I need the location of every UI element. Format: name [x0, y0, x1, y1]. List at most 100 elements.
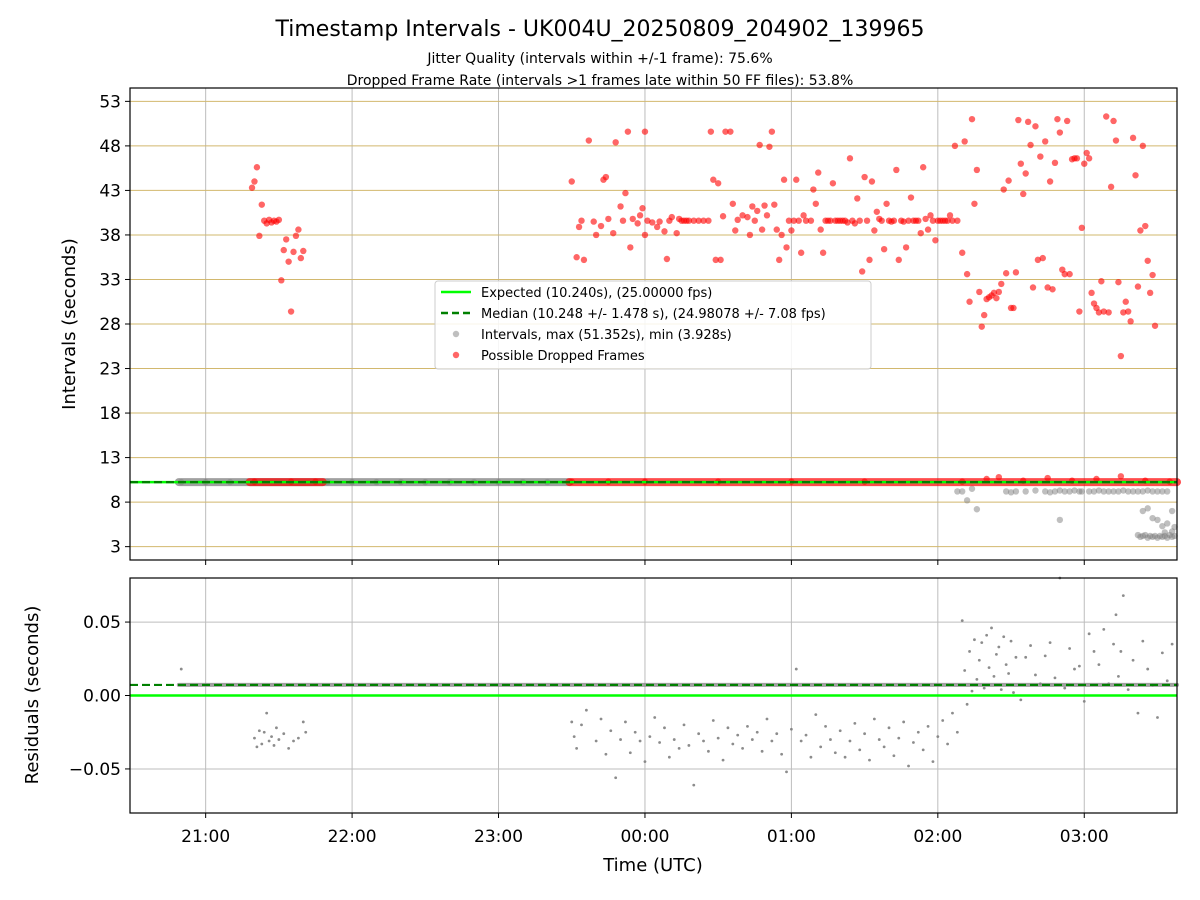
- intervals-dropped-point: [1044, 284, 1051, 291]
- intervals-dropped-point: [1083, 149, 1090, 157]
- intervals-dropped-point: [1144, 257, 1151, 264]
- intervals-dropped-point: [1139, 142, 1147, 150]
- residuals-residual-point: [1156, 716, 1159, 719]
- residuals-residual-point: [179, 667, 183, 671]
- residuals-residual-point: [829, 738, 832, 741]
- residuals-residual-point: [697, 732, 701, 736]
- x-tick-label: 02:00: [913, 827, 962, 847]
- intervals-interval-point: [1115, 488, 1122, 495]
- residuals-residual-point: [897, 736, 901, 740]
- intervals-dropped-point: [773, 226, 780, 233]
- intervals-dropped-point: [1039, 254, 1046, 262]
- residuals-residual-point: [926, 724, 930, 728]
- intervals-dropped-point: [612, 139, 619, 146]
- intervals-dropped-point: [617, 203, 624, 210]
- intervals-dropped-point: [1027, 141, 1034, 149]
- intervals-dropped-point: [954, 217, 961, 224]
- intervals-interval-point: [1022, 488, 1029, 495]
- intervals-dropped-point: [863, 217, 871, 224]
- intervals-dropped-point: [797, 249, 805, 256]
- x-tick-label: 21:00: [181, 827, 230, 847]
- intervals-dropped-point: [1107, 183, 1115, 191]
- residuals-residual-point: [628, 751, 632, 755]
- residuals-residual-point: [572, 735, 576, 739]
- residuals-residual-point: [780, 752, 784, 756]
- intervals-dropped-point: [1105, 309, 1112, 316]
- residuals-residual-point: [292, 739, 295, 743]
- intervals-dropped-point: [727, 128, 734, 135]
- intervals-y-tick-label: 28: [99, 315, 121, 335]
- intervals-dropped-point: [1098, 278, 1105, 285]
- residuals-residual-point: [907, 764, 910, 768]
- intervals-dropped-point: [902, 244, 910, 251]
- residuals-residual-point: [1160, 651, 1164, 655]
- intervals-dropped-point: [629, 215, 636, 223]
- intervals-dropped-point: [253, 164, 261, 171]
- residuals-residual-point: [667, 755, 671, 759]
- residuals-residual-point: [814, 713, 818, 716]
- intervals-dropped-point: [815, 169, 822, 176]
- intervals-dropped-point: [749, 203, 756, 210]
- intervals-dropped-point: [690, 217, 697, 224]
- intervals-dropped-point: [1017, 160, 1025, 167]
- residuals-residual-point: [848, 739, 852, 743]
- intervals-dropped-point: [927, 212, 934, 219]
- intervals-dropped-point: [602, 173, 610, 181]
- residuals-residual-point: [633, 730, 637, 734]
- intervals-dropped-point: [663, 255, 671, 263]
- intervals-dropped-point: [627, 244, 634, 251]
- residuals-residual-point: [1077, 664, 1081, 668]
- residuals-residual-point: [711, 719, 715, 722]
- intervals-interval-point: [1046, 489, 1054, 496]
- intervals-dropped-point: [1134, 283, 1142, 290]
- intervals-dropped-point: [1149, 271, 1156, 279]
- residuals-residual-point: [648, 735, 652, 739]
- intervals-dropped-point: [995, 473, 1003, 481]
- x-tick-label: 22:00: [328, 827, 377, 847]
- legend-box: [434, 280, 872, 370]
- intervals-interval-point: [1154, 488, 1161, 495]
- residuals-residual-point: [287, 746, 291, 750]
- intervals-dropped-point: [788, 227, 795, 234]
- intervals-dropped-point: [734, 216, 741, 224]
- intervals-dropped-point: [1124, 308, 1132, 315]
- intervals-dropped-point: [790, 217, 798, 224]
- residuals-residual-point: [707, 749, 710, 753]
- intervals-dropped-point: [866, 256, 873, 264]
- intervals-dropped-point: [944, 217, 951, 224]
- intervals-dropped-point: [256, 232, 263, 240]
- residuals-residual-point: [1012, 691, 1015, 694]
- intervals-dropped-point: [644, 217, 651, 224]
- intervals-dropped-point: [895, 256, 902, 264]
- residuals-panel: 21:00 22:00 23:00 00:00 01:00 02:00 03:00 0.05 0…: [22, 576, 1179, 876]
- intervals-dropped-point: [573, 254, 580, 261]
- intervals-interval-point: [1085, 488, 1093, 495]
- intervals-dropped-point: [673, 229, 680, 237]
- intervals-dropped-point: [854, 195, 861, 202]
- intervals-dropped-point: [695, 217, 702, 224]
- intervals-y-tick-label: 53: [99, 92, 121, 112]
- intervals-dropped-point: [746, 231, 754, 239]
- intervals-dropped-point: [278, 277, 285, 284]
- intervals-dropped-point: [995, 288, 1003, 296]
- intervals-dropped-point: [959, 249, 966, 256]
- intervals-dropped-point: [707, 128, 715, 135]
- chart-subtitle-dropped: Dropped Frame Rate (intervals >1 frames …: [347, 73, 854, 89]
- intervals-dropped-point: [580, 256, 588, 264]
- intervals-dropped-point: [1085, 155, 1093, 162]
- residuals-residual-point: [614, 776, 618, 780]
- intervals-interval-point: [1139, 488, 1147, 495]
- residuals-residual-point: [270, 735, 273, 739]
- residuals-residual-point: [304, 730, 308, 734]
- intervals-dropped-point: [771, 201, 778, 208]
- intervals-dropped-point: [763, 212, 771, 219]
- intervals-interval-point: [1105, 488, 1112, 495]
- x-tick-label: 01:00: [767, 827, 816, 847]
- residuals-residual-point: [987, 666, 991, 669]
- intervals-y-tick-label: 23: [99, 360, 121, 380]
- intervals-dropped-point: [766, 143, 773, 150]
- residuals-residual-point: [1034, 673, 1037, 677]
- residuals-residual-point: [736, 733, 740, 737]
- intervals-dropped-point: [983, 475, 990, 483]
- intervals-dropped-point: [610, 229, 617, 237]
